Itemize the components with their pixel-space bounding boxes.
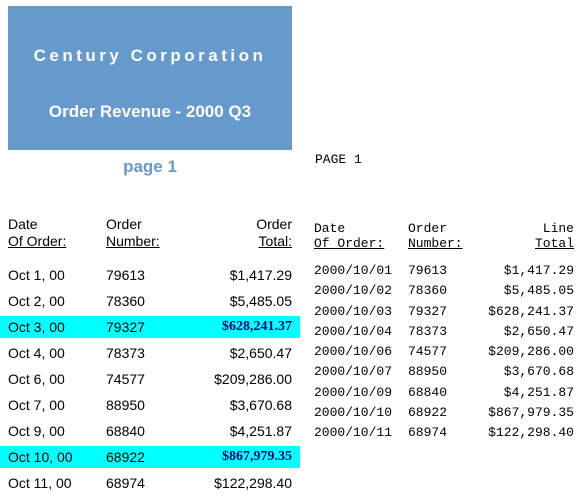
mono-date-cell: 2000/10/09: [314, 384, 393, 400]
company-name: Century Corporation: [33, 46, 267, 65]
report-subtitle: Order Revenue - 2000 Q3: [48, 102, 252, 121]
order-total-cell: $209,286.00: [214, 371, 292, 387]
table-row: Oct 10, 00 68922 $867,979.35: [0, 446, 300, 472]
order-number-cell: 74577: [106, 371, 145, 387]
order-number-cell: 79613: [106, 267, 145, 283]
mono-number-cell: 79613: [408, 263, 448, 278]
table-row: Oct 6, 00 74577 $209,286.00: [0, 368, 300, 394]
mono-total-cell: $5,485.05: [503, 283, 574, 299]
mono-total-cell: $122,298.40: [488, 425, 574, 441]
order-number-cell: 79327: [98, 316, 194, 338]
report-banner: Century Corporation Order Revenue - 2000…: [8, 6, 292, 150]
order-number-cell: 68974: [106, 475, 145, 491]
mono-header-date: Date Of Order:: [314, 221, 385, 251]
page-label: page 1: [123, 157, 177, 176]
order-date-cell: Oct 9, 00: [8, 423, 65, 439]
table-row: Oct 2, 00 78360 $5,485.05: [0, 290, 300, 316]
table-row: Oct 11, 00 68974 $122,298.40: [0, 472, 300, 498]
order-date-cell: Oct 2, 00: [8, 293, 65, 309]
mono-total-cell: $3,670.68: [503, 364, 574, 380]
mono-date-cell: 2000/10/06: [314, 344, 393, 360]
order-date-cell: Oct 3, 00: [0, 316, 102, 338]
header-date: Date Of Order:: [8, 216, 67, 249]
mono-total-cell: $628,241.37: [488, 303, 574, 319]
mono-number-cell: 88950: [408, 364, 448, 380]
mono-number-cell: 74577: [408, 344, 448, 360]
order-date-cell: Oct 10, 00: [0, 446, 102, 468]
mono-header-line-total: Line Total: [534, 221, 574, 251]
mono-number-cell: 68840: [408, 384, 448, 400]
mono-date-cell: 2000/10/02: [314, 283, 393, 299]
mono-total-cell: $209,286.00: [488, 344, 574, 360]
order-date-cell: Oct 11, 00: [8, 475, 72, 491]
order-date-cell: Oct 7, 00: [8, 397, 65, 413]
header-order-total: Order Total:: [256, 216, 292, 249]
table-row: Oct 9, 00 68840 $4,251.87: [0, 420, 300, 446]
order-number-cell: 78373: [106, 345, 145, 361]
mono-date-cell: 2000/10/04: [314, 323, 393, 339]
mono-number-cell: 78360: [408, 283, 448, 299]
order-number-cell: 68922: [98, 446, 194, 468]
order-total-cell: $5,485.05: [229, 293, 292, 309]
mono-number-cell: 79327: [408, 303, 448, 319]
order-number-cell: 68840: [106, 423, 145, 439]
mono-date-cell: 2000/10/10: [314, 405, 393, 421]
order-number-cell: 78360: [106, 293, 145, 309]
table-row: Oct 1, 00 79613 $1,417.29: [0, 264, 300, 290]
mono-date-cell: 2000/10/11: [314, 425, 393, 441]
mono-number-cell: 68974: [408, 425, 448, 441]
header-order-number: Order Number:: [106, 216, 160, 249]
order-total-cell: $628,241.37: [190, 316, 300, 338]
page-label-mono: PAGE 1: [315, 152, 362, 167]
mono-date-cell: 2000/10/01: [314, 263, 393, 278]
left-report-rows: Oct 1, 00 79613 $1,417.29 Oct 2, 00 78360 $5,…: [0, 264, 300, 498]
order-total-cell: $2,650.47: [229, 345, 292, 361]
order-date-cell: Oct 1, 00: [8, 267, 65, 283]
mono-date-cell: 2000/10/03: [314, 303, 393, 319]
order-total-cell: $867,979.35: [190, 446, 300, 468]
order-number-cell: 88950: [106, 397, 145, 413]
order-total-cell: $3,670.68: [229, 397, 292, 413]
order-date-cell: Oct 6, 00: [8, 371, 65, 387]
mono-number-cell: 78373: [408, 323, 448, 339]
order-total-cell: $1,417.29: [229, 267, 292, 283]
order-date-cell: Oct 4, 00: [8, 345, 65, 361]
mono-total-cell: $2,650.47: [503, 323, 574, 339]
mono-date-cell: 2000/10/07: [314, 364, 393, 380]
mono-header-order-number: Order Number:: [408, 221, 463, 251]
table-row: Oct 7, 00 88950 $3,670.68: [0, 394, 300, 420]
mono-total-cell: $4,251.87: [503, 384, 574, 400]
mono-total-cell: $867,979.35: [488, 405, 574, 421]
table-row: Oct 4, 00 78373 $2,650.47: [0, 342, 300, 368]
table-row: Oct 3, 00 79327 $628,241.37: [0, 316, 300, 342]
mono-number-cell: 68922: [408, 405, 448, 421]
mono-total-cell: $1,417.29: [503, 263, 574, 278]
order-total-cell: $122,298.40: [214, 475, 292, 491]
order-total-cell: $4,251.87: [229, 423, 292, 439]
